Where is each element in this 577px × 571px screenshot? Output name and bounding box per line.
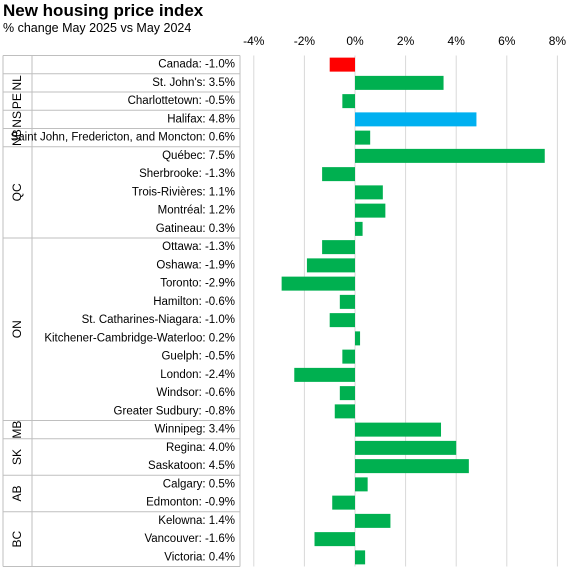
x-tick-label: -2% — [294, 34, 316, 48]
x-tick-label: 8% — [549, 34, 567, 48]
bar — [355, 185, 383, 200]
gridlines — [253, 55, 558, 567]
x-tick-label: 0% — [346, 34, 364, 48]
x-tick-label: 2% — [397, 34, 415, 48]
bar — [355, 440, 457, 455]
bar — [355, 112, 477, 127]
x-tick-label: 6% — [498, 34, 516, 48]
bar — [314, 532, 355, 547]
bar — [334, 404, 355, 419]
bar — [355, 513, 391, 528]
bar — [355, 477, 368, 492]
x-tick-label: 4% — [448, 34, 466, 48]
province-group-label: AB — [10, 485, 24, 501]
chart-title: New housing price index — [3, 1, 204, 20]
category-label: Edmonton: -0.9% — [146, 497, 235, 509]
x-tick-label: -4% — [243, 34, 265, 48]
bar — [355, 148, 545, 163]
bar — [322, 240, 355, 255]
category-labels: Canada: -1.0% St. John's: 3.5% Charlotteto… — [11, 59, 235, 564]
category-label: Gatineau: 0.3% — [156, 223, 235, 235]
bar — [339, 294, 355, 309]
bar — [355, 459, 469, 474]
category-label: Hamilton: -0.6% — [153, 296, 235, 308]
category-label: Winnipeg: 3.4% — [154, 424, 235, 436]
bar — [355, 422, 442, 437]
category-label: Oshawa: -1.9% — [156, 259, 235, 271]
bar — [342, 94, 355, 109]
category-label: Québec: 7.5% — [162, 150, 235, 162]
bar — [355, 331, 361, 346]
category-label: Ottawa: -1.3% — [162, 241, 235, 253]
category-label: Kitchener-Cambridge-Waterloo: 0.2% — [44, 332, 235, 344]
category-label: Calgary: 0.5% — [163, 478, 235, 490]
bar — [355, 221, 363, 236]
bar — [281, 276, 355, 291]
bar — [306, 258, 355, 273]
province-group-label: NB — [10, 129, 24, 146]
category-label: Regina: 4.0% — [166, 442, 235, 454]
bars — [281, 57, 545, 565]
category-label: Victoria: 0.4% — [164, 551, 235, 563]
bar — [355, 203, 386, 218]
bar — [355, 550, 366, 565]
category-label: St. Catharines-Niagara: -1.0% — [82, 314, 235, 326]
province-group-label: ON — [10, 320, 24, 338]
category-label: Vancouver: -1.6% — [144, 533, 235, 545]
bar — [339, 386, 355, 401]
bar — [322, 167, 355, 182]
category-label: Trois-Rivières: 1.1% — [132, 186, 235, 198]
category-label: Halifax: 4.8% — [167, 113, 235, 125]
province-group-label: BC — [10, 530, 24, 547]
category-label: Charlottetown: -0.5% — [128, 95, 235, 107]
bar — [294, 367, 355, 382]
province-group-label: NL — [10, 75, 24, 91]
category-label: Windsor: -0.6% — [156, 387, 235, 399]
province-group-label: PE — [10, 93, 24, 109]
province-group-label: NS — [10, 111, 24, 128]
province-group-label: SK — [10, 449, 24, 465]
bar — [329, 313, 355, 328]
bar — [355, 130, 371, 145]
category-label: Guelph: -0.5% — [161, 351, 235, 363]
category-label: Greater Sudbury: -0.8% — [114, 405, 235, 417]
x-tick-labels: -4% -2% 0% 2% 4% 6% 8% — [243, 34, 566, 48]
category-label: Sherbrooke: -1.3% — [139, 168, 235, 180]
category-label: Toronto: -2.9% — [160, 278, 235, 290]
category-label: Montréal: 1.2% — [158, 205, 235, 217]
category-label: London: -2.4% — [160, 369, 235, 381]
category-label: Saskatoon: 4.5% — [148, 460, 235, 472]
bar — [342, 349, 355, 364]
chart-subtitle: % change May 2025 vs May 2024 — [3, 21, 192, 35]
province-group-label: MB — [10, 421, 24, 439]
category-axis-frame — [2, 55, 241, 567]
category-label: St. John's: 3.5% — [152, 77, 235, 89]
category-label: Kelowna: 1.4% — [158, 515, 235, 527]
province-group-label: QC — [10, 183, 24, 201]
category-label: Canada: -1.0% — [158, 59, 235, 71]
bar — [355, 75, 444, 90]
bar — [329, 57, 355, 72]
category-label: Saint John, Fredericton, and Moncton: 0.… — [11, 132, 235, 144]
bar — [332, 495, 355, 510]
